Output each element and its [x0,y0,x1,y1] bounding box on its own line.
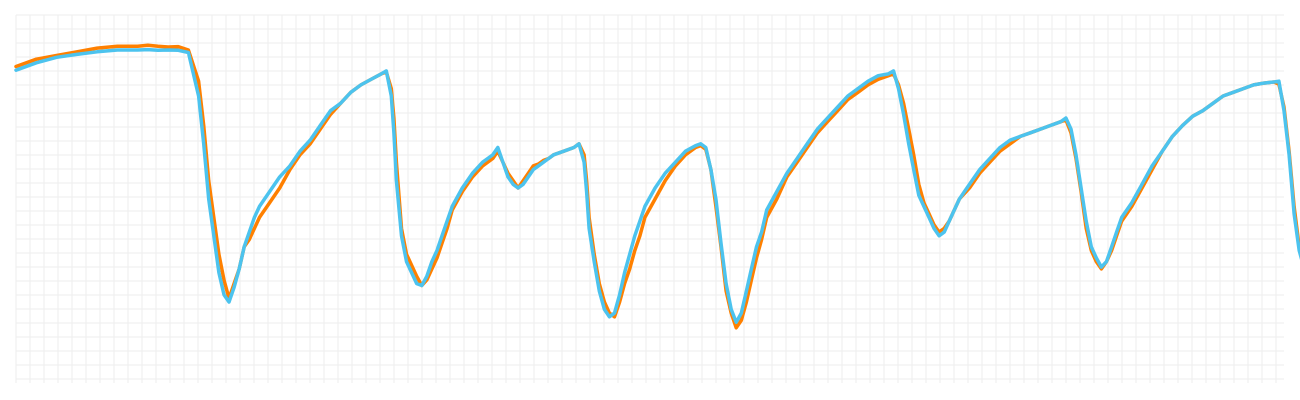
series-line-2 [14,47,1300,325]
chart-grid [15,14,1284,383]
chart-series-group [14,43,1300,330]
